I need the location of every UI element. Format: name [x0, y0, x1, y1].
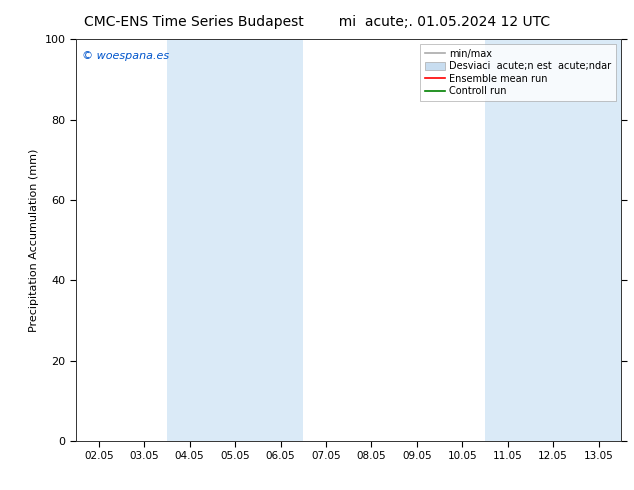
Bar [485, 39, 621, 441]
Text: © woespana.es: © woespana.es [82, 51, 169, 61]
Bar [167, 39, 303, 441]
Text: CMC-ENS Time Series Budapest        mi  acute;. 01.05.2024 12 UTC: CMC-ENS Time Series Budapest mi acute;. … [84, 15, 550, 29]
Y-axis label: Precipitation Accumulation (mm): Precipitation Accumulation (mm) [29, 148, 39, 332]
Legend: min/max, Desviaci  acute;n est  acute;ndar, Ensemble mean run, Controll run: min/max, Desviaci acute;n est acute;ndar… [420, 44, 616, 101]
